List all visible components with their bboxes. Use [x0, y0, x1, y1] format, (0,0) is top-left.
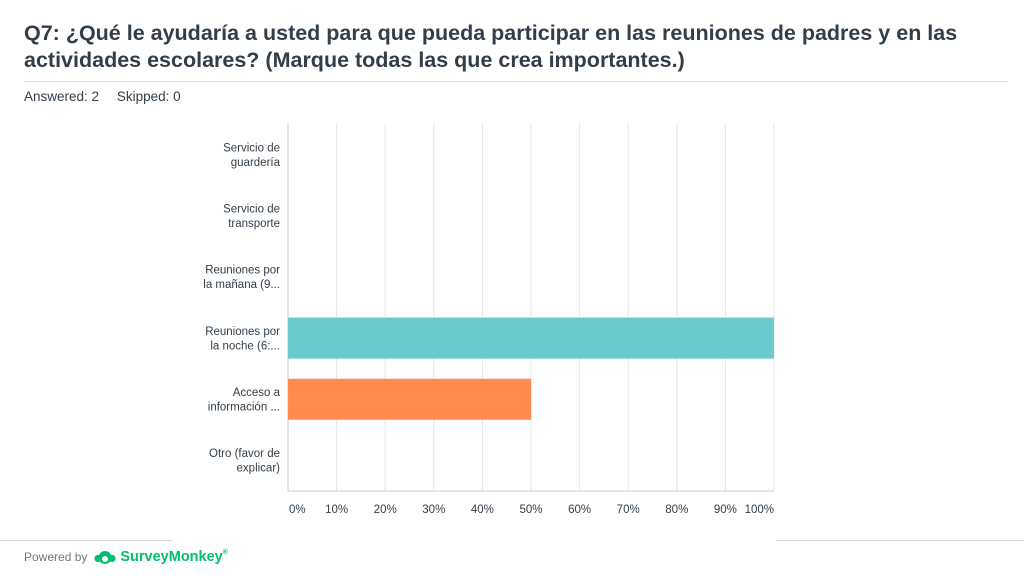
category-label: Reuniones por: [205, 326, 280, 338]
category-label: Reuniones por: [205, 265, 280, 277]
x-tick-label: 100%: [745, 504, 774, 516]
x-tick-label: 50%: [519, 504, 542, 516]
category-label: información ...: [208, 402, 280, 414]
footer-divider-right: [776, 540, 1024, 541]
x-tick-label: 0%: [289, 504, 306, 516]
brand-name: SurveyMonkey®: [120, 549, 228, 565]
footer-divider-left: [0, 540, 172, 541]
bar: [288, 317, 774, 359]
category-label: explicar): [237, 463, 281, 475]
x-tick-label: 40%: [471, 504, 494, 516]
x-tick-label: 10%: [325, 504, 348, 516]
bar: [288, 378, 531, 420]
x-tick-label: 60%: [568, 504, 591, 516]
category-label: guardería: [231, 157, 281, 169]
title-divider: [24, 81, 1008, 82]
category-label: transporte: [228, 218, 280, 230]
category-label: la mañana (9...: [203, 279, 280, 291]
surveymonkey-logo-icon: [93, 549, 117, 565]
x-tick-label: 90%: [714, 504, 737, 516]
category-label: Acceso a: [233, 387, 281, 399]
x-tick-label: 30%: [422, 504, 445, 516]
response-stats: Answered: 2 Skipped: 0: [24, 89, 181, 104]
category-label: Servicio de: [223, 204, 280, 216]
answered-count: Answered: 2: [24, 89, 100, 104]
category-label: la noche (6:...: [210, 340, 280, 352]
x-tick-label: 70%: [617, 504, 640, 516]
question-title: Q7: ¿Qué le ayudaría a usted para que pu…: [24, 21, 958, 72]
category-label: Servicio de: [223, 142, 280, 154]
powered-by-label: Powered by: [24, 550, 88, 564]
skipped-count: Skipped: 0: [116, 89, 181, 104]
x-tick-label: 20%: [374, 504, 397, 516]
footer: Powered by SurveyMonkey®: [24, 549, 228, 565]
x-tick-label: 80%: [665, 504, 688, 516]
category-label: Otro (favor de: [209, 448, 280, 460]
